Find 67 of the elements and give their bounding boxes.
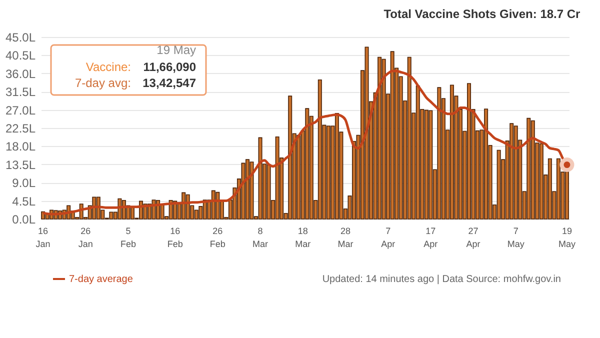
x-tick-label: 27 Apr [466, 226, 480, 249]
bar [296, 134, 301, 220]
x-tick-label: 16 Feb [167, 226, 183, 249]
bar [186, 194, 190, 220]
annotation: Vaccine: [86, 60, 131, 74]
text: Updated: 14 minutes ago | Data Source: mohfw.gov.in [322, 274, 561, 285]
chart-title: Total Vaccine Shots Given: 18.7 Cr [384, 7, 581, 21]
bar [334, 113, 339, 220]
bar [194, 210, 198, 220]
x-tick-label: 17 Apr [424, 226, 438, 249]
bar [305, 108, 310, 220]
bar [526, 118, 531, 220]
bar [288, 96, 292, 220]
x-tick-label: 18 Mar [295, 226, 311, 249]
bar [109, 212, 114, 220]
bar [496, 150, 501, 220]
x-tick-label: 7 May [507, 226, 525, 249]
bar [428, 110, 433, 220]
y-tick-label: 45.0L [5, 30, 36, 44]
bar [510, 123, 514, 220]
bar [241, 162, 246, 220]
x-tick-label: 5 Feb [120, 226, 136, 249]
x-tick-label: 7 Apr [381, 226, 396, 249]
bar [484, 108, 488, 220]
bar [539, 143, 544, 220]
x-tick-label: 26 Jan [78, 226, 93, 249]
annotation: 19 May [156, 43, 196, 57]
annotation: 7-day avg: [74, 76, 131, 90]
legend-label: 7-day average [69, 274, 134, 285]
y-tick-label: 18.0L [5, 140, 36, 154]
annotation: 11,66,090 [143, 60, 196, 74]
bar [326, 126, 330, 220]
y-tick-label: 9.0L [12, 176, 36, 190]
bar [275, 136, 280, 220]
y-tick-label: 40.5L [5, 48, 36, 63]
bar [182, 192, 186, 220]
bar [266, 164, 271, 220]
bar [437, 87, 442, 220]
x-tick-label: 28 Mar [338, 226, 354, 249]
bar [514, 126, 518, 220]
x-tick-label: 16 Jan [36, 226, 50, 249]
bar [416, 86, 420, 220]
y-tick-label: 0.0L [12, 212, 36, 226]
bar [556, 158, 560, 220]
bar [407, 56, 412, 220]
bar [424, 110, 428, 220]
bar [382, 58, 386, 220]
x-tick-label: 19 May [558, 226, 576, 249]
bar [364, 46, 369, 220]
y-tick-label: 36.0L [5, 66, 36, 81]
y-tick-label: 4.5L [12, 194, 36, 208]
bar [378, 56, 382, 220]
bar [318, 79, 322, 220]
bar [250, 162, 254, 220]
bar [390, 51, 394, 220]
bar [258, 137, 262, 220]
y-tick-label: 31.5L [5, 85, 36, 100]
bar [564, 171, 569, 220]
x-tick-label: 8 Mar [252, 226, 268, 249]
y-tick-label: 22.5L [5, 122, 36, 136]
bar [450, 84, 454, 220]
annotation: 13,42,547 [142, 76, 196, 90]
bar [530, 120, 535, 220]
y-tick-label: 27.0L [5, 103, 36, 118]
bar [548, 158, 552, 220]
x-tick-label: 26 Feb [210, 226, 226, 249]
y-tick-label: 13.5L [5, 158, 36, 172]
